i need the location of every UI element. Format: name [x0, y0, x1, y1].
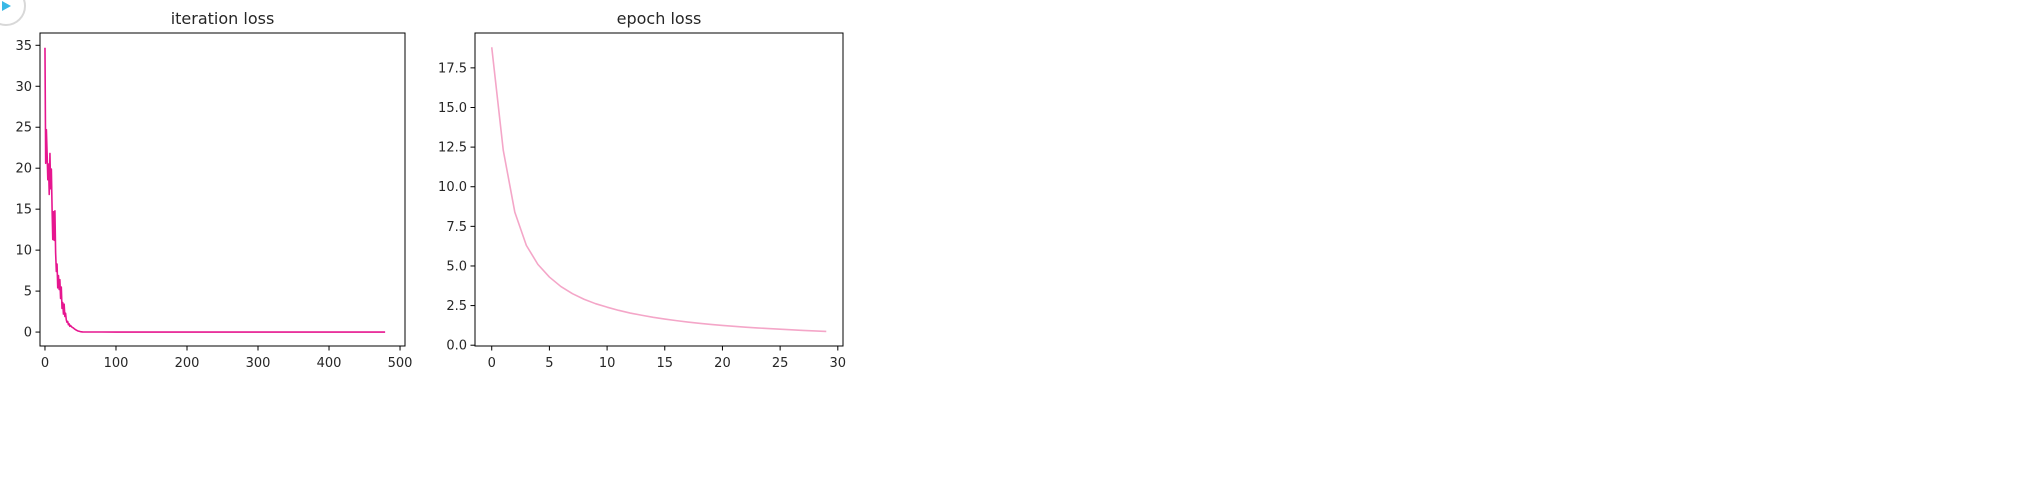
y-tick-label: 25 [15, 121, 32, 136]
x-tick-label: 200 [175, 356, 200, 371]
y-tick-label: 10 [15, 244, 32, 259]
x-tick-label: 30 [830, 356, 847, 371]
x-tick-label: 10 [599, 356, 616, 371]
y-tick-label: 15 [15, 203, 32, 218]
chart-title: iteration loss [171, 9, 275, 28]
y-tick-label: 5 [24, 285, 32, 300]
y-tick-label: 5.0 [446, 259, 467, 274]
x-tick-label: 0 [488, 356, 496, 371]
plot-frame [474, 32, 844, 347]
y-tick-label: 20 [15, 162, 32, 177]
chart-title: epoch loss [617, 9, 702, 28]
x-tick-label: 300 [246, 356, 271, 371]
epoch-loss-chart: epoch loss 0 5 10 15 20 25 30 0.0 2.5 5.0 7.5 10.0 12… [438, 9, 846, 371]
x-tick-label: 5 [545, 356, 553, 371]
x-tick-label: 400 [317, 356, 342, 371]
y-tick-label: 12.5 [438, 141, 467, 156]
iteration-loss-chart: iteration loss 0 100 200 300 400 500 0 5 10 15 20 25… [15, 9, 412, 371]
y-tick-label: 0 [24, 326, 32, 341]
y-tick-label: 0.0 [446, 339, 467, 354]
arrow-icon [2, 1, 11, 11]
x-tick-label: 20 [714, 356, 731, 371]
y-tick-label: 17.5 [438, 61, 467, 76]
y-tick-label: 2.5 [446, 299, 467, 314]
x-tick-label: 0 [41, 356, 49, 371]
x-tick-label: 15 [656, 356, 673, 371]
x-tick-label: 500 [388, 356, 413, 371]
loss-line [44, 47, 386, 333]
y-tick-label: 10.0 [438, 180, 467, 195]
y-tick-label: 15.0 [438, 101, 467, 116]
x-tick-label: 100 [104, 356, 129, 371]
y-tick-label: 30 [15, 80, 32, 95]
plot-frame [39, 32, 406, 347]
y-tick-label: 7.5 [446, 220, 467, 235]
y-tick-label: 35 [15, 39, 32, 54]
loss-line [490, 47, 827, 333]
x-tick-label: 25 [772, 356, 789, 371]
